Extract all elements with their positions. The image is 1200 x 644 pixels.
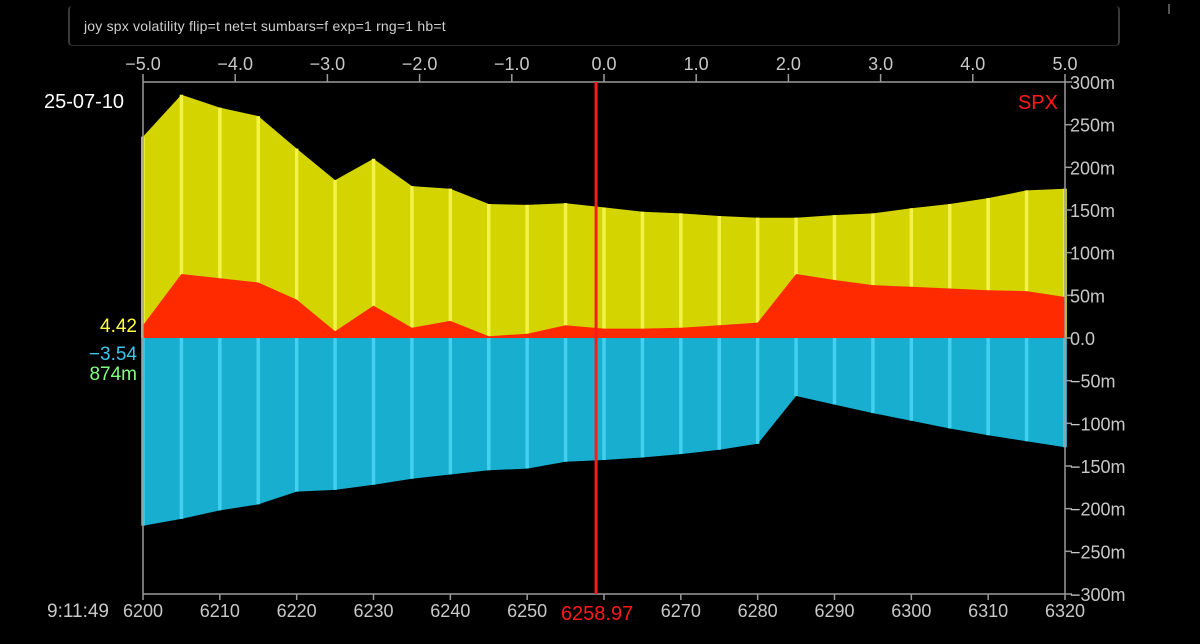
- bottom-tick-label: 6230: [353, 601, 393, 621]
- top-tick-label: 2.0: [776, 54, 801, 74]
- command-bar[interactable]: joy spx volatility flip=t net=t sumbars=…: [68, 6, 1120, 46]
- bottom-tick-label: 6210: [200, 601, 240, 621]
- label-layer: 25-07-10 SPX 4.42 −3.54 874m 9:11:49: [44, 91, 1058, 622]
- right-tick-label: −250m: [1070, 542, 1126, 562]
- bottom-tick-label: 6270: [661, 601, 701, 621]
- right-tick-label: 150m: [1070, 201, 1115, 221]
- right-tick-label: −200m: [1070, 500, 1126, 520]
- price-marker-bg: [552, 600, 645, 626]
- price-layer: 6258.97: [552, 82, 645, 626]
- bottom-tick-label: 6310: [968, 601, 1008, 621]
- window-edge-marker: [1168, 4, 1170, 14]
- right-tick-label: −150m: [1070, 457, 1126, 477]
- bottom-tick-label: 6250: [507, 601, 547, 621]
- command-input[interactable]: joy spx volatility flip=t net=t sumbars=…: [84, 18, 446, 34]
- bottom-tick-label: 6240: [430, 601, 470, 621]
- bottom-tick-label: 6320: [1045, 601, 1085, 621]
- right-tick-label: 200m: [1070, 158, 1115, 178]
- right-tick-label: 250m: [1070, 116, 1115, 136]
- top-tick-label: 1.0: [684, 54, 709, 74]
- top-tick-label: −4.0: [217, 54, 253, 74]
- top-tick-label: −3.0: [310, 54, 346, 74]
- symbol-label: SPX: [1018, 92, 1058, 114]
- right-tick-label: −100m: [1070, 414, 1126, 434]
- top-tick-label: −5.0: [125, 54, 161, 74]
- bottom-tick-label: 6290: [814, 601, 854, 621]
- bottom-tick-label: 6300: [891, 601, 931, 621]
- right-tick-label: 0.0: [1070, 329, 1095, 349]
- bottom-tick-label: 6220: [277, 601, 317, 621]
- top-tick-label: −1.0: [494, 54, 530, 74]
- top-tick-label: −2.0: [402, 54, 438, 74]
- top-tick-label: 3.0: [868, 54, 893, 74]
- right-tick-label: −300m: [1070, 585, 1126, 605]
- time-label: 9:11:49: [47, 601, 109, 622]
- date-label: 25-07-10: [44, 91, 124, 113]
- top-tick-label: 4.0: [960, 54, 985, 74]
- right-tick-label: −50m: [1070, 372, 1116, 392]
- positive-total-label: 4.42: [100, 316, 137, 337]
- top-tick-label: 5.0: [1052, 54, 1077, 74]
- bottom-tick-label: 6280: [738, 601, 778, 621]
- right-tick-label: 300m: [1070, 73, 1115, 93]
- right-tick-label: 50m: [1070, 286, 1105, 306]
- net-area: [143, 274, 1065, 338]
- right-tick-label: 100m: [1070, 244, 1115, 264]
- top-tick-label: 0.0: [591, 54, 616, 74]
- bottom-tick-label: 6200: [123, 601, 163, 621]
- price-marker-label: 6258.97: [561, 603, 633, 625]
- net-total-label: 874m: [89, 364, 137, 385]
- negative-total-label: −3.54: [89, 344, 138, 365]
- bar-layer: [141, 94, 1067, 526]
- axis-layer: −5.0 −4.0 −3.0 −2.0 −1.0 0.0 1.0 2.0 3.0 4.0 5.0 62…: [123, 54, 1126, 621]
